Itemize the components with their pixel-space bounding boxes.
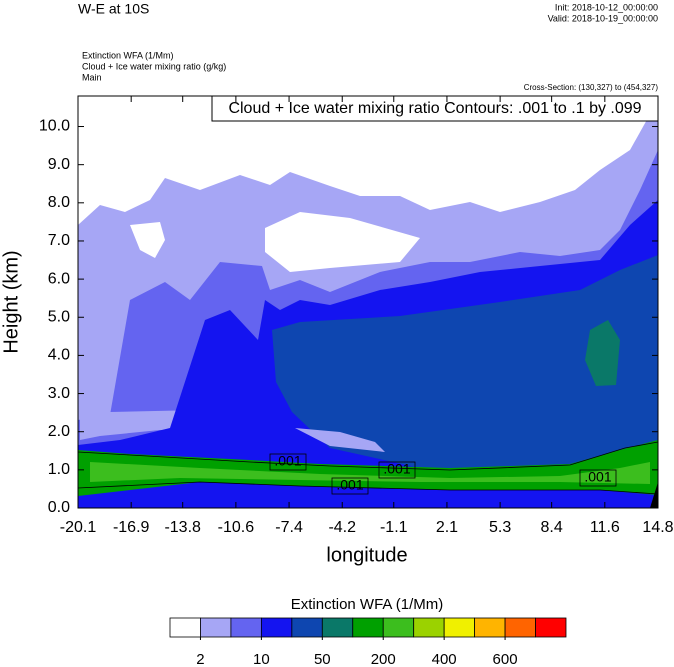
contour-label: .001 xyxy=(584,469,611,485)
colorbar-label: 2 xyxy=(196,651,204,667)
x-tick-label: 2.1 xyxy=(436,519,458,536)
contour-label: .001 xyxy=(274,453,301,469)
y-tick-label: 2.0 xyxy=(48,423,70,440)
x-tick-label: -1.1 xyxy=(380,519,408,536)
contour-info-box xyxy=(211,95,659,122)
y-tick-label: 6.0 xyxy=(48,270,70,287)
colorbar-box xyxy=(260,617,293,638)
contour-label: .001 xyxy=(336,477,363,493)
colorbar-box xyxy=(443,617,476,638)
cross-section: Cross-Section: (130,327) to (454,327) xyxy=(524,83,659,92)
y-tick-label: 0.0 xyxy=(48,499,70,516)
contour-fill xyxy=(265,212,420,272)
colorbar-box xyxy=(413,617,445,638)
y-tick-label: 8.0 xyxy=(48,194,70,211)
y-tick-label: 4.0 xyxy=(48,347,70,364)
contour-label-box xyxy=(579,469,617,487)
x-tick-label: 5.3 xyxy=(489,519,511,536)
contour-line xyxy=(77,441,659,495)
colorbar-box xyxy=(230,617,262,638)
contour-fill xyxy=(90,462,650,484)
contour-fill xyxy=(130,222,165,258)
x-tick-label: 8.4 xyxy=(541,519,563,536)
x-tick-label: 11.6 xyxy=(590,519,620,536)
x-tick-label: -16.9 xyxy=(113,519,150,536)
contour-fields xyxy=(77,96,659,508)
colorbar-label: 10 xyxy=(253,651,270,667)
colorbar-box xyxy=(169,617,201,638)
y-tick-label: 3.0 xyxy=(48,385,70,402)
colorbar-title: Extinction WFA (1/Mm) xyxy=(291,596,444,613)
contour-label-box xyxy=(378,461,416,479)
y-tick-label: 7.0 xyxy=(48,232,70,249)
colorbar-label: 400 xyxy=(432,651,457,667)
field-line: Cloud + Ice water mixing ratio (g/kg) xyxy=(82,61,226,71)
x-tick-label: -20.1 xyxy=(60,519,97,536)
corner-fill xyxy=(650,482,658,508)
x-tick-label: -7.4 xyxy=(275,519,303,536)
valid-time: Valid: 2018-10-19_00:00:00 xyxy=(548,13,658,23)
colorbar-box xyxy=(474,617,506,638)
contour-fill xyxy=(585,320,620,386)
colorbar-box xyxy=(200,617,232,638)
y-tick-label: 5.0 xyxy=(48,308,70,325)
contour-fill xyxy=(295,428,385,452)
init-time: Init: 2018-10-12_00:00:00 xyxy=(555,2,658,12)
colorbar-box xyxy=(535,617,567,638)
x-tick-label: -13.8 xyxy=(164,519,201,536)
contour-label-box xyxy=(331,477,369,495)
field-line: Main xyxy=(82,72,102,82)
colorbar-box xyxy=(382,617,415,638)
colorbar-box xyxy=(504,617,536,638)
field-line: Extinction WFA (1/Mm) xyxy=(82,50,174,60)
y-tick-label: 10.0 xyxy=(39,118,70,135)
colorbar-box xyxy=(352,617,384,638)
x-tick-label: -10.6 xyxy=(218,519,255,536)
contour-label: .001 xyxy=(383,461,410,477)
colorbar-box xyxy=(291,617,323,638)
y-tick-label: 1.0 xyxy=(48,461,70,478)
contour-fill xyxy=(272,255,658,482)
y-axis-label: Height (km) xyxy=(0,250,22,353)
colorbar-label: 600 xyxy=(493,651,518,667)
contour-info: Cloud + Ice water mixing ratio Contours:… xyxy=(228,100,641,117)
x-axis-label: longitude xyxy=(326,544,407,566)
x-tick-label: -4.2 xyxy=(328,519,356,536)
colorbar-label: 200 xyxy=(371,651,396,667)
contour-label-box xyxy=(269,453,307,471)
colorbar-box xyxy=(321,617,354,638)
colorbar-label: 50 xyxy=(314,651,331,667)
x-tick-label: 14.8 xyxy=(642,519,673,536)
y-tick-label: 9.0 xyxy=(48,156,70,173)
chart-title: W-E at 10S xyxy=(78,1,149,17)
